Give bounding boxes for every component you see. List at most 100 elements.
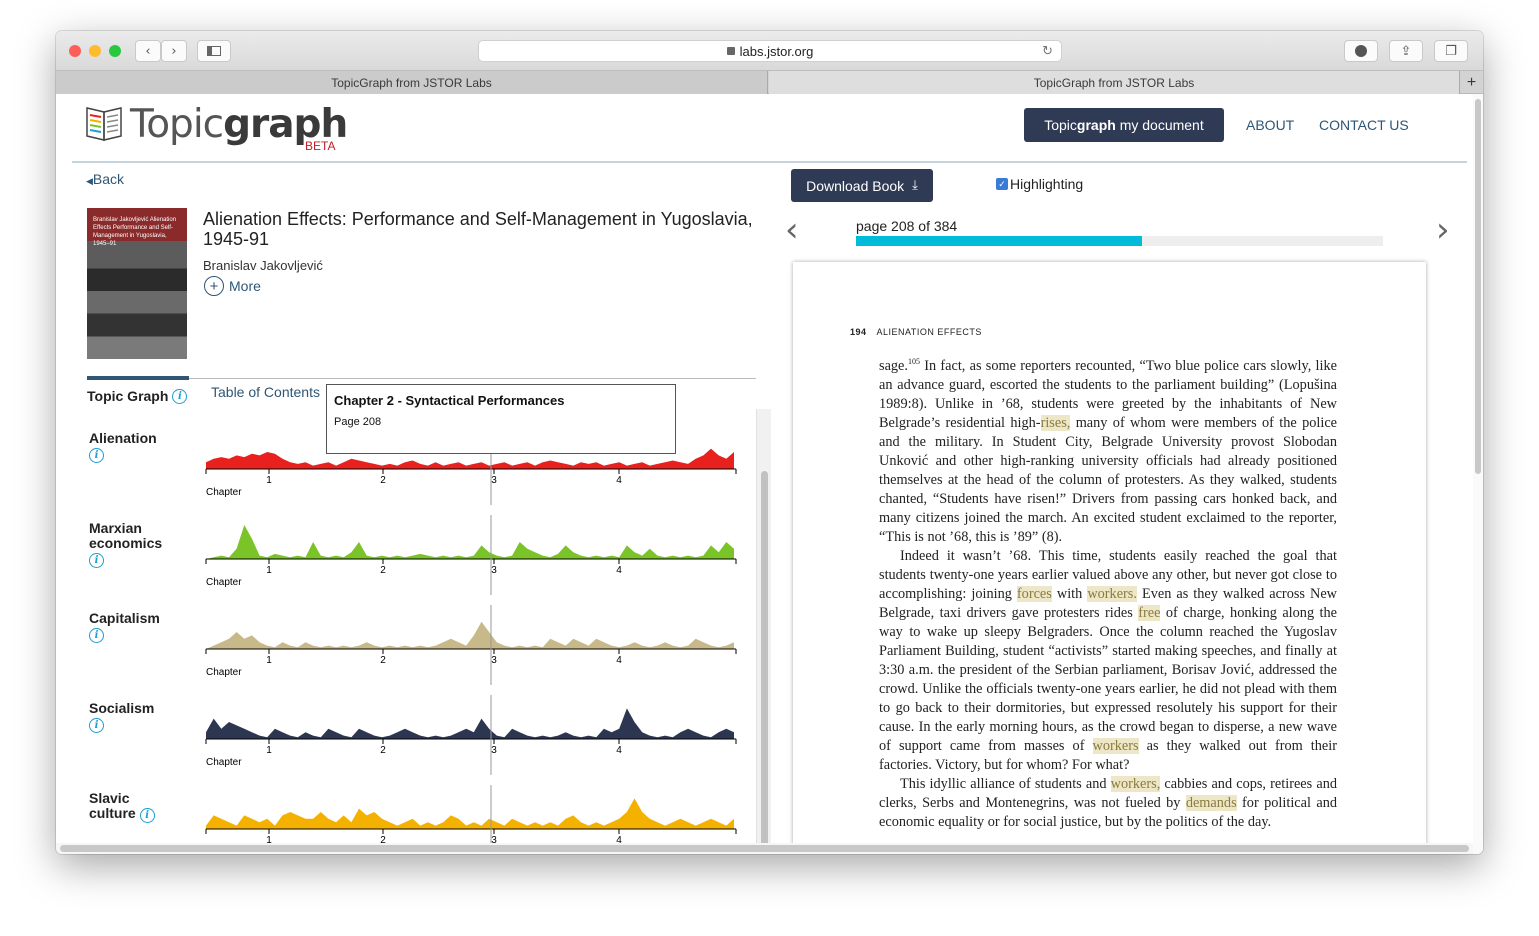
x-tick-label: 4 bbox=[616, 475, 622, 486]
tabs-divider bbox=[87, 378, 756, 379]
site-logo[interactable]: Topicgraph bbox=[130, 102, 348, 148]
x-tick-label: 2 bbox=[380, 475, 386, 486]
logo-bold-text: graph bbox=[223, 102, 348, 147]
sidebar-toggle-button[interactable] bbox=[197, 40, 231, 62]
horizontal-scrollbar[interactable] bbox=[56, 843, 1473, 854]
tooltip-title: Chapter 2 - Syntactical Performances bbox=[334, 393, 565, 408]
title-bar: ‹ › labs.jstor.org ↻ ⇪ ❐ bbox=[56, 31, 1483, 71]
minimize-window-button[interactable] bbox=[89, 45, 101, 57]
nav-contact-us[interactable]: CONTACT US bbox=[1319, 117, 1409, 133]
topic-label: Capitalism i bbox=[89, 611, 174, 643]
highlight-term: workers. bbox=[1087, 585, 1137, 602]
x-tick-label: 3 bbox=[491, 655, 497, 666]
chevron-left-icon: ‹ bbox=[145, 43, 151, 59]
downloads-button[interactable] bbox=[1344, 40, 1378, 62]
highlight-term: forces bbox=[1016, 585, 1052, 602]
x-tick-label: 1 bbox=[266, 835, 272, 846]
download-icon: ⤓ bbox=[912, 178, 918, 193]
logo-light-text: Topic bbox=[130, 102, 224, 147]
paragraph: This idyllic alliance of students and wo… bbox=[879, 775, 1337, 830]
tab-1[interactable]: TopicGraph from JSTOR Labs bbox=[56, 71, 768, 94]
next-page-button[interactable]: › bbox=[1436, 212, 1450, 248]
topic-area-chart[interactable]: 1 2 3 4 Chapter bbox=[204, 605, 740, 685]
horizontal-scroll-thumb[interactable] bbox=[60, 845, 1469, 852]
page-scrollbar[interactable] bbox=[1473, 94, 1483, 854]
info-icon[interactable]: i bbox=[89, 628, 104, 643]
chevron-left-icon: ‹ bbox=[785, 210, 799, 250]
x-tick-label: 2 bbox=[380, 835, 386, 846]
x-tick-label: 1 bbox=[266, 475, 272, 486]
highlight-term: workers bbox=[1092, 737, 1139, 754]
download-label: Download Book bbox=[806, 177, 905, 194]
close-window-button[interactable] bbox=[69, 45, 81, 57]
topic-name: Slavic culture bbox=[89, 790, 136, 821]
tabs-overview-button[interactable]: ❐ bbox=[1434, 40, 1468, 62]
zoom-window-button[interactable] bbox=[109, 45, 121, 57]
prev-page-button[interactable]: ‹ bbox=[785, 212, 799, 248]
tab-table-of-contents[interactable]: Table of Contents bbox=[211, 384, 320, 400]
topic-area-chart[interactable]: 1 2 3 4 Chapter bbox=[204, 515, 740, 595]
info-icon[interactable]: i bbox=[89, 718, 104, 733]
running-head: 194 ALIENATION EFFECTS bbox=[850, 327, 982, 337]
info-icon[interactable]: i bbox=[89, 448, 104, 463]
x-tick-label: 2 bbox=[380, 655, 386, 666]
topic-panel-scroll-thumb[interactable] bbox=[761, 471, 768, 851]
back-link[interactable]: ◀Back bbox=[86, 171, 124, 187]
tab-strip: TopicGraph from JSTOR Labs TopicGraph fr… bbox=[56, 71, 1483, 94]
book-author: Branislav Jakovljević bbox=[203, 258, 323, 273]
topicgraph-my-document-button[interactable]: Topic graph my document bbox=[1024, 108, 1224, 142]
more-button[interactable]: + More bbox=[204, 276, 261, 296]
browser-back-button[interactable]: ‹ bbox=[135, 40, 161, 62]
more-label: More bbox=[229, 278, 261, 294]
nav-about[interactable]: ABOUT bbox=[1246, 117, 1295, 133]
download-icon bbox=[1355, 45, 1367, 57]
info-icon[interactable]: i bbox=[89, 553, 104, 568]
topic-name: Socialism bbox=[89, 700, 155, 716]
x-axis-label: Chapter bbox=[206, 487, 242, 498]
x-tick-label: 2 bbox=[380, 565, 386, 576]
book-logo-icon bbox=[86, 107, 122, 141]
address-bar[interactable]: labs.jstor.org ↻ bbox=[478, 40, 1062, 62]
tooltip-subtitle: Page 208 bbox=[334, 416, 382, 428]
browser-forward-button[interactable]: › bbox=[161, 40, 187, 62]
highlighting-checkbox[interactable]: ✓ bbox=[996, 178, 1008, 190]
tab-topic-graph[interactable]: Topic Graph i bbox=[87, 376, 189, 404]
topic-area-series bbox=[206, 708, 734, 739]
highlighting-toggle[interactable]: ✓ Highlighting bbox=[996, 176, 1083, 192]
x-tick-label: 3 bbox=[491, 475, 497, 486]
topic-area-chart[interactable]: 1 2 3 4 Chapter bbox=[204, 695, 740, 775]
x-axis-label: Chapter bbox=[206, 667, 242, 678]
chevron-right-icon: › bbox=[171, 43, 177, 59]
back-label: Back bbox=[92, 171, 125, 187]
download-book-button[interactable]: Download Book ⤓ bbox=[791, 169, 933, 202]
highlighting-label: Highlighting bbox=[1010, 176, 1084, 192]
info-icon[interactable]: i bbox=[172, 388, 188, 404]
topic-label: Slavic culture i bbox=[89, 791, 174, 823]
tab-2[interactable]: TopicGraph from JSTOR Labs bbox=[769, 71, 1459, 94]
reading-progress-bar[interactable] bbox=[856, 236, 1383, 246]
topic-panel-scrollbar[interactable] bbox=[756, 409, 771, 854]
info-icon[interactable]: i bbox=[139, 808, 155, 823]
caret-left-icon: ◀ bbox=[86, 176, 93, 186]
topic-area-series bbox=[206, 621, 734, 649]
page-number: 194 bbox=[850, 327, 867, 337]
running-head-title: ALIENATION EFFECTS bbox=[876, 327, 982, 337]
site-header: Topicgraph BETA Topic graph my document A… bbox=[72, 94, 1467, 163]
lock-icon bbox=[726, 47, 735, 55]
topic-name: Alienation bbox=[89, 430, 157, 446]
share-button[interactable]: ⇪ bbox=[1389, 40, 1423, 62]
chevron-right-icon: › bbox=[1436, 210, 1450, 250]
page-scroll-thumb[interactable] bbox=[1475, 99, 1481, 474]
reading-progress-fill bbox=[856, 236, 1142, 246]
reload-icon[interactable]: ↻ bbox=[1042, 43, 1053, 59]
x-tick-label: 4 bbox=[616, 655, 622, 666]
topic-area-series bbox=[206, 525, 734, 559]
book-cover: Branislav Jakovljević Alienation Effects… bbox=[87, 208, 187, 359]
x-axis-label: Chapter bbox=[206, 577, 242, 588]
new-tab-button[interactable]: + bbox=[1459, 71, 1483, 94]
topic-area-chart[interactable]: 1 2 3 4 Chapter bbox=[204, 425, 740, 505]
page-indicator: page 208 of 384 bbox=[856, 218, 958, 234]
topic-name: Capitalism bbox=[89, 610, 160, 626]
url-text: labs.jstor.org bbox=[739, 43, 814, 59]
sidebar-icon bbox=[207, 46, 221, 56]
